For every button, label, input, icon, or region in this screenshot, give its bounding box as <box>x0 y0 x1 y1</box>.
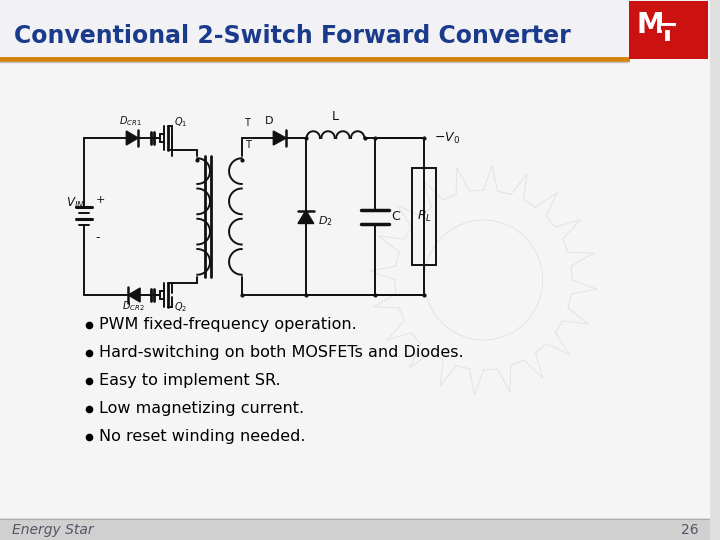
Text: 26: 26 <box>681 523 698 537</box>
Text: Conventional 2-Switch Forward Converter: Conventional 2-Switch Forward Converter <box>14 24 570 48</box>
Text: PWM fixed-frequency operation.: PWM fixed-frequency operation. <box>99 318 356 333</box>
Text: $D_{CR2}$: $D_{CR2}$ <box>122 299 145 313</box>
Text: Easy to implement SR.: Easy to implement SR. <box>99 374 280 388</box>
Text: Low magnetizing current.: Low magnetizing current. <box>99 402 304 416</box>
Text: D: D <box>265 116 274 126</box>
Text: -: - <box>96 232 100 245</box>
Bar <box>0 58 711 518</box>
Text: $V_{IN}$: $V_{IN}$ <box>66 195 84 211</box>
Text: $D_{CR1}$: $D_{CR1}$ <box>119 114 142 128</box>
Text: C: C <box>392 210 400 223</box>
Text: $Q_2$: $Q_2$ <box>174 300 187 314</box>
Text: T: T <box>245 140 251 150</box>
Text: $D_2$: $D_2$ <box>318 214 333 228</box>
Bar <box>629 1 708 59</box>
Text: $Q_1$: $Q_1$ <box>174 115 187 129</box>
Text: +: + <box>96 195 105 205</box>
Bar <box>0 519 711 540</box>
Text: T: T <box>659 22 675 46</box>
Polygon shape <box>298 211 314 224</box>
Bar <box>0 0 711 58</box>
Polygon shape <box>274 131 286 145</box>
Text: Hard-switching on both MOSFETs and Diodes.: Hard-switching on both MOSFETs and Diode… <box>99 346 463 361</box>
Text: No reset winding needed.: No reset winding needed. <box>99 429 305 444</box>
Text: $- V_0$: $- V_0$ <box>434 131 460 146</box>
Text: M: M <box>636 11 664 39</box>
Polygon shape <box>126 131 138 145</box>
Polygon shape <box>128 288 140 302</box>
Text: Energy Star: Energy Star <box>12 523 94 537</box>
Text: T: T <box>243 118 250 128</box>
Text: $R_L$: $R_L$ <box>417 209 432 224</box>
Text: L: L <box>332 110 339 123</box>
